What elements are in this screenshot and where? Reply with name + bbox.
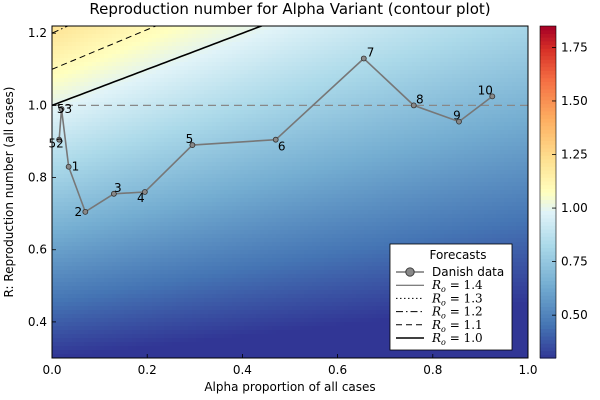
data-point-53	[58, 106, 65, 112]
colorbar-tick-label: 1.75	[561, 40, 588, 54]
data-point-2	[82, 208, 89, 215]
legend-entry-5: Ro = 1.0	[396, 331, 483, 347]
plot-frame	[51, 25, 529, 359]
x-tick-label: 0.8	[423, 363, 442, 377]
data-point-label-4: 4	[137, 191, 145, 205]
legend-entry-3: Ro = 1.2	[396, 305, 483, 321]
data-point-label-10: 10	[478, 83, 493, 97]
legend-entry-label: Ro = 1.1	[431, 318, 483, 334]
contour-lines-group	[52, 26, 264, 107]
x-axis-label: Alpha proportion of all cases	[204, 380, 375, 394]
data-point-label-52: 52	[48, 137, 63, 151]
contour-line-3	[52, 26, 158, 70]
y-axis-ticks: 0.4 0.6 0.8 1.0 1.2	[28, 26, 56, 329]
legend-title: Forecasts	[429, 248, 486, 262]
legend-entry-label: Ro = 1.2	[431, 305, 483, 321]
data-point-label-9: 9	[453, 109, 461, 123]
x-axis-ticks: 0.0 0.2 0.4 0.6 0.8 1.0	[42, 354, 538, 377]
data-point-label-2: 2	[74, 205, 82, 219]
data-point-5	[189, 142, 196, 148]
y-tick-label: 1.2	[28, 26, 47, 40]
contour-line-4	[52, 26, 264, 107]
x-tick-label: 0.4	[233, 363, 252, 377]
chart-title: Reproduction number for Alpha Variant (c…	[89, 0, 490, 18]
colorbar-tick-label: 1.50	[561, 94, 588, 108]
legend-entry-label: Ro = 1.0	[431, 331, 483, 347]
colorbar-tick-label: 0.50	[561, 308, 588, 322]
y-axis-label: R: Reproduction number (all cases)	[2, 87, 16, 298]
x-tick-label: 0.0	[42, 363, 61, 377]
legend-entry-label: Danish data	[432, 265, 504, 279]
colorbar	[539, 25, 557, 359]
legend-box	[389, 243, 513, 351]
danish-data-line	[58, 57, 493, 214]
data-point-label-7: 7	[367, 45, 375, 59]
y-tick-label: 0.6	[28, 243, 47, 257]
data-point-4	[141, 189, 148, 195]
colorbar-tick-label: 0.75	[561, 255, 588, 269]
colorbar-tick-label: 1.25	[561, 148, 588, 162]
data-point-10	[489, 93, 496, 100]
colorbar-tick-label: 1.00	[561, 201, 588, 215]
data-point-label-1: 1	[72, 160, 80, 174]
data-point-7	[360, 55, 367, 62]
data-point-8	[410, 102, 417, 109]
x-tick-label: 1.0	[518, 363, 537, 377]
data-point-1	[65, 163, 72, 170]
legend-entry-1: Ro = 1.4	[396, 278, 483, 294]
data-point-52	[56, 136, 63, 143]
legend-entry-0: Danish data	[396, 265, 504, 279]
colorbar-ticks: 0.50 0.75 1.00 1.25 1.50 1.75	[552, 40, 588, 322]
legend-entry-label: Ro = 1.4	[431, 278, 483, 294]
data-point-3	[110, 190, 117, 197]
data-point-label-53: 53	[57, 102, 72, 116]
data-point-6	[272, 136, 279, 143]
legend-marker-icon	[405, 267, 415, 277]
danish-data-group: 52 53 1 2 3 4 5 6 7 8 9 10	[48, 45, 496, 219]
data-point-label-3: 3	[114, 181, 122, 195]
y-tick-label: 0.8	[28, 171, 47, 185]
x-tick-label: 0.6	[328, 363, 347, 377]
x-tick-label: 0.2	[138, 363, 157, 377]
legend-entry-2: Ro = 1.3	[396, 291, 483, 307]
legend-entry-4: Ro = 1.1	[396, 318, 483, 334]
data-point-9	[456, 118, 462, 125]
y-tick-label: 1.0	[28, 98, 47, 112]
data-point-label-8: 8	[416, 92, 424, 106]
colorbar-frame	[539, 25, 557, 359]
legend-entry-label: Ro = 1.3	[431, 291, 483, 307]
data-point-label-5: 5	[186, 132, 194, 146]
data-point-label-6: 6	[278, 140, 286, 154]
y-tick-label: 0.4	[28, 315, 47, 329]
